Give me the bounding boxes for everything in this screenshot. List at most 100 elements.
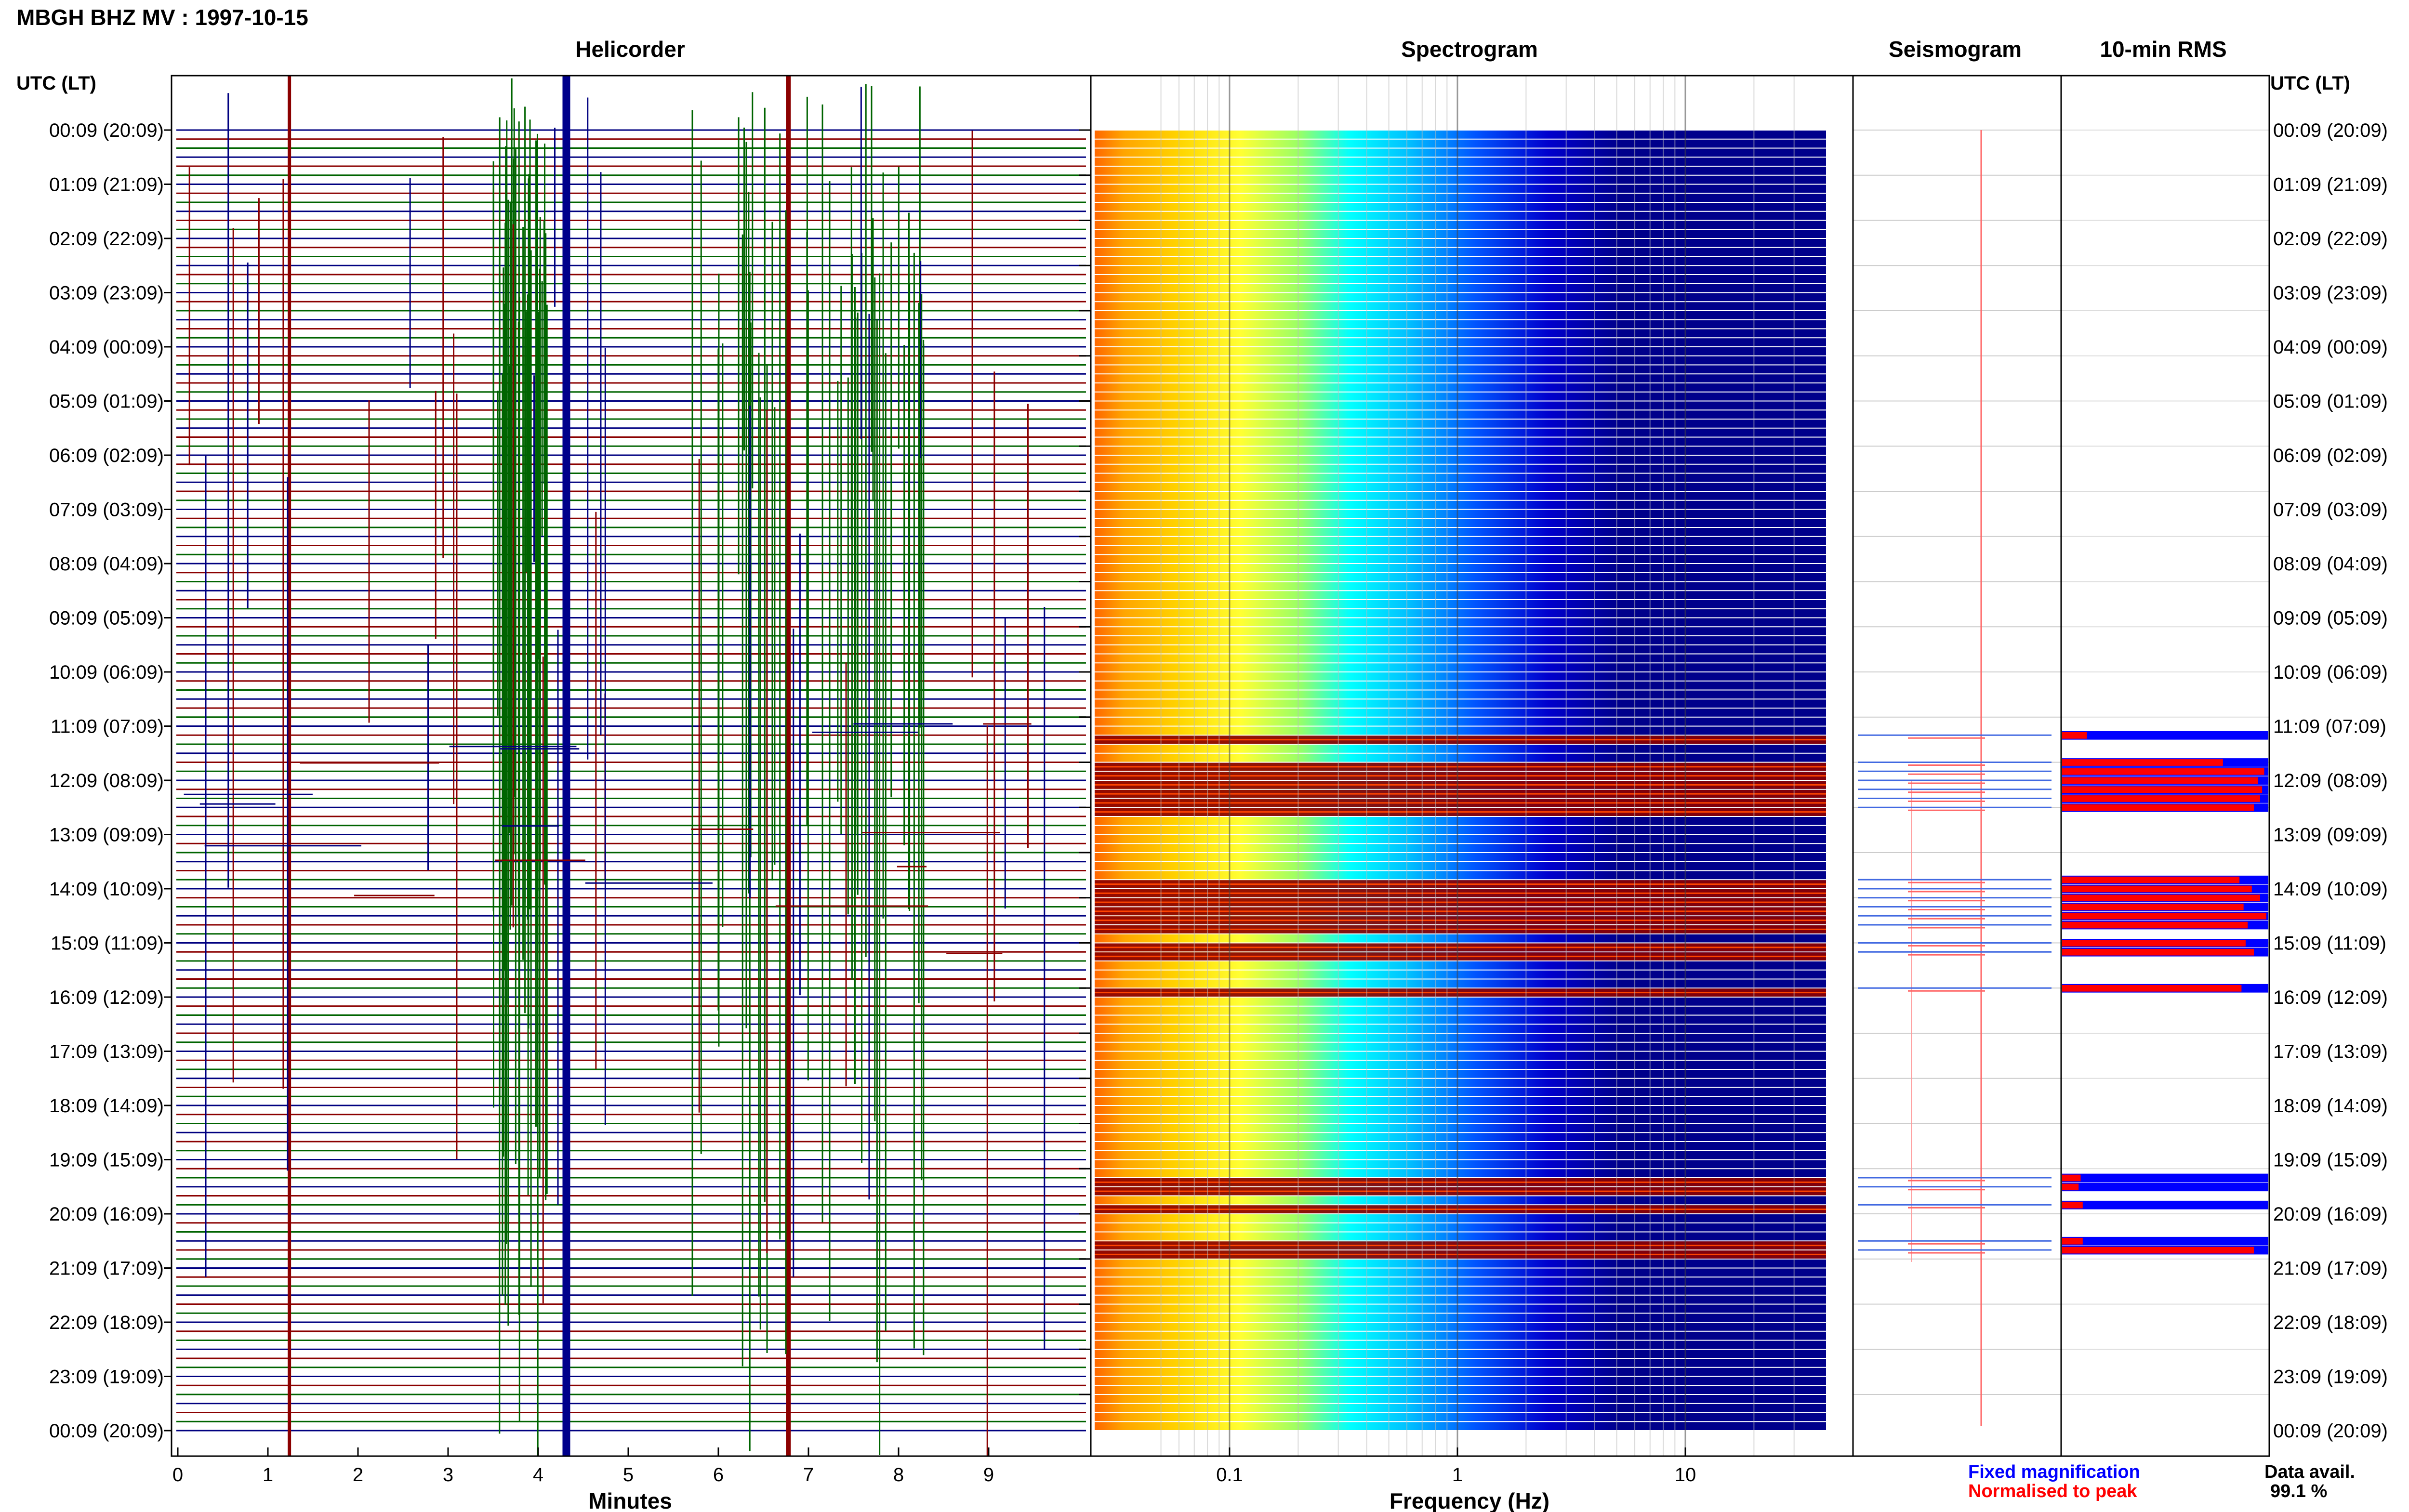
helicorder-xtick-label: 2 (353, 1464, 363, 1486)
spectrogram-row (1095, 167, 1826, 175)
spectrogram-row (1095, 555, 1826, 563)
spectrogram-row (1095, 1034, 1826, 1042)
time-label-left: 17:09 (13:09) (49, 1041, 164, 1063)
data-avail-value: 99.1 % (2270, 1481, 2327, 1501)
time-label-left: 23:09 (19:09) (49, 1367, 164, 1388)
spectrogram-xtick-label: 1 (1452, 1464, 1463, 1486)
rms-bar-normalised (2062, 940, 2246, 947)
spectrogram-row (1095, 148, 1826, 157)
spectrogram-row (1095, 726, 1826, 735)
spectrogram-row (1095, 239, 1826, 247)
rms-frame (2060, 75, 2270, 1457)
time-label-left: 16:09 (12:09) (49, 987, 164, 1008)
time-label-left: 04:09 (00:09) (49, 337, 164, 358)
spectrogram-row (1095, 844, 1826, 852)
time-label-layer: 00:09 (20:09) 00:09 (20:09) 01:09 (21:09) 0… (49, 120, 2388, 1442)
time-label-right: 18:09 (14:09) (2273, 1095, 2388, 1117)
spectrogram-row (1095, 302, 1826, 310)
helicorder-xtick-label: 0 (172, 1464, 183, 1486)
time-label-left: 19:09 (15:09) (49, 1150, 164, 1171)
time-label-left: 12:09 (08:09) (49, 770, 164, 791)
spectrogram-row (1095, 573, 1826, 581)
helicorder-event-band (786, 76, 791, 1456)
spectrogram-row (1095, 131, 1826, 139)
spectrogram-row (1095, 158, 1826, 166)
spectrogram-row (1095, 1350, 1826, 1358)
rms-bar-fixed (2062, 1173, 2268, 1183)
spectrogram-row (1095, 392, 1826, 401)
spectrogram-row (1095, 383, 1826, 392)
spectrogram-row (1095, 1106, 1826, 1114)
time-label-left: 07:09 (03:09) (49, 500, 164, 521)
spectrogram-row (1095, 1377, 1826, 1385)
spectrogram-row (1095, 1214, 1826, 1223)
helicorder-xtick-label: 3 (443, 1464, 453, 1486)
rms-bar-fixed (2062, 1183, 2268, 1192)
rms-bar-normalised (2062, 948, 2254, 956)
spectrogram-row (1095, 871, 1826, 880)
rms-bar-normalised (2062, 732, 2087, 739)
rms-bar-normalised (2062, 759, 2223, 766)
spectrogram-row (1095, 654, 1826, 663)
time-label-right: 12:09 (08:09) (2273, 770, 2388, 791)
spectrogram-row (1095, 745, 1826, 753)
spectrogram-row (1095, 690, 1826, 699)
rms-title: 10-min RMS (2100, 37, 2226, 62)
spectrogram-row (1095, 1042, 1826, 1051)
time-label-left: 03:09 (23:09) (49, 283, 164, 304)
rms-bar-normalised (2062, 912, 2266, 920)
spectrogram-row (1095, 717, 1826, 726)
spectrogram-row (1095, 275, 1826, 283)
spectrogram-row (1095, 546, 1826, 554)
time-label-right: 00:09 (20:09) (2273, 120, 2388, 141)
spectrogram-row (1095, 293, 1826, 302)
spectrogram-row (1095, 1323, 1826, 1331)
time-label-right: 23:09 (19:09) (2273, 1367, 2388, 1388)
rms-bar-normalised (2062, 777, 2258, 784)
spectrogram-row (1095, 564, 1826, 572)
spectrogram-row (1095, 311, 1826, 319)
spectrogram-row (1095, 401, 1826, 410)
spectrogram-row (1095, 1232, 1826, 1241)
spectrogram-row (1095, 600, 1826, 608)
time-label-right: 14:09 (10:09) (2273, 879, 2388, 900)
spectrogram-row (1095, 1386, 1826, 1394)
spectrogram-row (1095, 1196, 1826, 1205)
spectrogram-row (1095, 979, 1826, 988)
helicorder-xlabel: Minutes (588, 1488, 672, 1512)
right-axis-header: UTC (LT) (2270, 73, 2350, 94)
spectrogram-row (1095, 862, 1826, 870)
spectrogram-layer (1095, 76, 1826, 1456)
spectrogram-row (1095, 365, 1826, 374)
legend-fixed-magnification: Fixed magnification (1968, 1462, 2140, 1482)
spectrogram-row (1095, 1295, 1826, 1304)
spectrogram-xlabel: Frequency (Hz) (1390, 1488, 1549, 1512)
spectrogram-row (1095, 175, 1826, 184)
spectrogram-row (1095, 672, 1826, 681)
spectrogram-row (1095, 1025, 1826, 1033)
spectrogram-row (1095, 374, 1826, 382)
helicorder-xtick-label: 9 (983, 1464, 994, 1486)
spectrogram-row (1095, 1088, 1826, 1096)
time-label-left: 00:09 (20:09) (49, 1420, 164, 1442)
spectrogram-row (1095, 636, 1826, 644)
spectrogram-row (1095, 681, 1826, 690)
spectrogram-row (1095, 835, 1826, 843)
rms-bar-normalised (2062, 894, 2260, 902)
spectrogram-row (1095, 447, 1826, 455)
spectrogram-row (1095, 663, 1826, 671)
spectrogram-row (1095, 139, 1826, 148)
time-label-left: 22:09 (18:09) (49, 1312, 164, 1333)
x-tick-layer: 0 1 2 3 4 5 6 7 8 9 0.1 1 10 (172, 1447, 1696, 1486)
data-avail-label: Data avail. (2264, 1462, 2355, 1482)
spectrogram-row (1095, 257, 1826, 265)
spectrogram-row (1095, 1015, 1826, 1024)
spectrogram-row (1095, 998, 1826, 1006)
spectrogram-row (1095, 420, 1826, 428)
spectrogram-row (1095, 1151, 1826, 1159)
spectrogram-row (1095, 609, 1826, 618)
rms-bar-normalised (2062, 876, 2240, 883)
time-label-left: 10:09 (06:09) (49, 662, 164, 683)
rms-bar-normalised (2062, 1201, 2083, 1209)
helicorder-event-band (288, 76, 291, 1456)
